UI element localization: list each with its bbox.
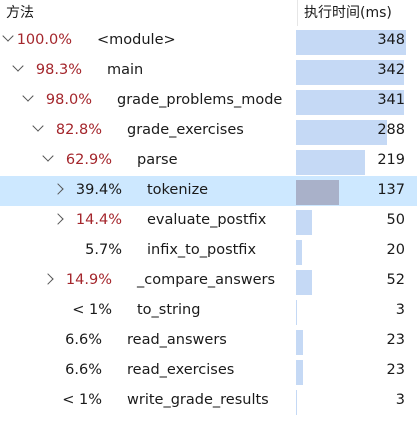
time-ms-value: 219 (377, 152, 405, 168)
tree-row[interactable]: 6.6% read_exercises 23 (0, 356, 417, 386)
function-name: read_answers (127, 332, 227, 348)
time-column-header[interactable]: 执行时间(ms) (304, 5, 392, 21)
percent-label: 62.9% (65, 152, 112, 168)
percent-label: < 1% (72, 302, 112, 318)
method-column-header[interactable]: 方法 (6, 5, 34, 21)
percent-label: 39.4% (75, 182, 122, 198)
percent-label: 100.0% (16, 32, 72, 48)
percent-label: 5.7% (85, 242, 122, 258)
time-ms-value: 52 (386, 272, 405, 288)
time-ms-value: 348 (377, 32, 405, 48)
tree-row[interactable]: < 1% write_grade_results 3 (0, 386, 417, 416)
percent-label: 14.9% (65, 272, 112, 288)
function-name: main (107, 62, 144, 78)
function-name: read_exercises (127, 362, 235, 378)
time-bar (296, 240, 302, 265)
function-name: grade_exercises (127, 122, 244, 138)
time-ms-value: 3 (395, 302, 405, 318)
time-bar (296, 180, 339, 205)
tree-row[interactable]: 82.8% grade_exercises 288 (0, 116, 417, 146)
tree-row[interactable]: 39.4% tokenize 137 (0, 176, 417, 206)
function-name: to_string (137, 302, 201, 318)
time-bar (296, 360, 303, 385)
function-name: tokenize (147, 182, 209, 198)
time-bar (296, 210, 312, 235)
time-ms-value: 20 (386, 242, 405, 258)
tree-row[interactable]: 100.0% <module> 348 (0, 26, 417, 56)
tree-row[interactable]: 62.9% parse 219 (0, 146, 417, 176)
tree-row[interactable]: 6.6% read_answers 23 (0, 326, 417, 356)
percent-label: 14.4% (75, 212, 122, 228)
time-ms-value: 288 (377, 122, 405, 138)
tree-row[interactable]: < 1% to_string 3 (0, 296, 417, 326)
percent-label: 6.6% (65, 362, 102, 378)
time-ms-value: 23 (386, 362, 405, 378)
tree-row[interactable]: 5.7% infix_to_postfix 20 (0, 236, 417, 266)
function-name: grade_problems_mode (117, 92, 283, 108)
time-ms-value: 341 (377, 92, 405, 108)
time-bar (296, 60, 404, 85)
percent-label: 82.8% (55, 122, 102, 138)
time-bar (296, 150, 365, 175)
function-name: <module> (97, 32, 176, 48)
function-name: infix_to_postfix (147, 242, 257, 258)
column-header: 方法 执行时间(ms) (0, 0, 417, 26)
function-name: evaluate_postfix (147, 212, 267, 228)
tree-row[interactable]: 98.0% grade_problems_mode 341 (0, 86, 417, 116)
percent-label: 98.0% (45, 92, 92, 108)
tree-row[interactable]: 14.9% _compare_answers 52 (0, 266, 417, 296)
time-bar (296, 390, 297, 415)
time-ms-value: 3 (395, 392, 405, 408)
time-bar (296, 90, 404, 115)
column-divider[interactable] (297, 0, 298, 26)
percent-label: 98.3% (35, 62, 82, 78)
tree-row[interactable]: 98.3% main 342 (0, 56, 417, 86)
percent-label: < 1% (62, 392, 102, 408)
time-ms-value: 342 (377, 62, 405, 78)
time-bar (296, 270, 312, 295)
tree-row[interactable]: 14.4% evaluate_postfix 50 (0, 206, 417, 236)
function-name: _compare_answers (137, 272, 276, 288)
time-bar (296, 30, 406, 55)
time-bar (296, 120, 387, 145)
function-name: parse (137, 152, 178, 168)
call-tree: 100.0% <module> 348 98.3% main 342 98.0% grade_… (0, 26, 417, 416)
time-bar (296, 300, 297, 325)
function-name: write_grade_results (127, 392, 269, 408)
time-ms-value: 137 (377, 182, 405, 198)
time-ms-value: 50 (386, 212, 405, 228)
time-bar (296, 330, 303, 355)
percent-label: 6.6% (65, 332, 102, 348)
time-ms-value: 23 (386, 332, 405, 348)
